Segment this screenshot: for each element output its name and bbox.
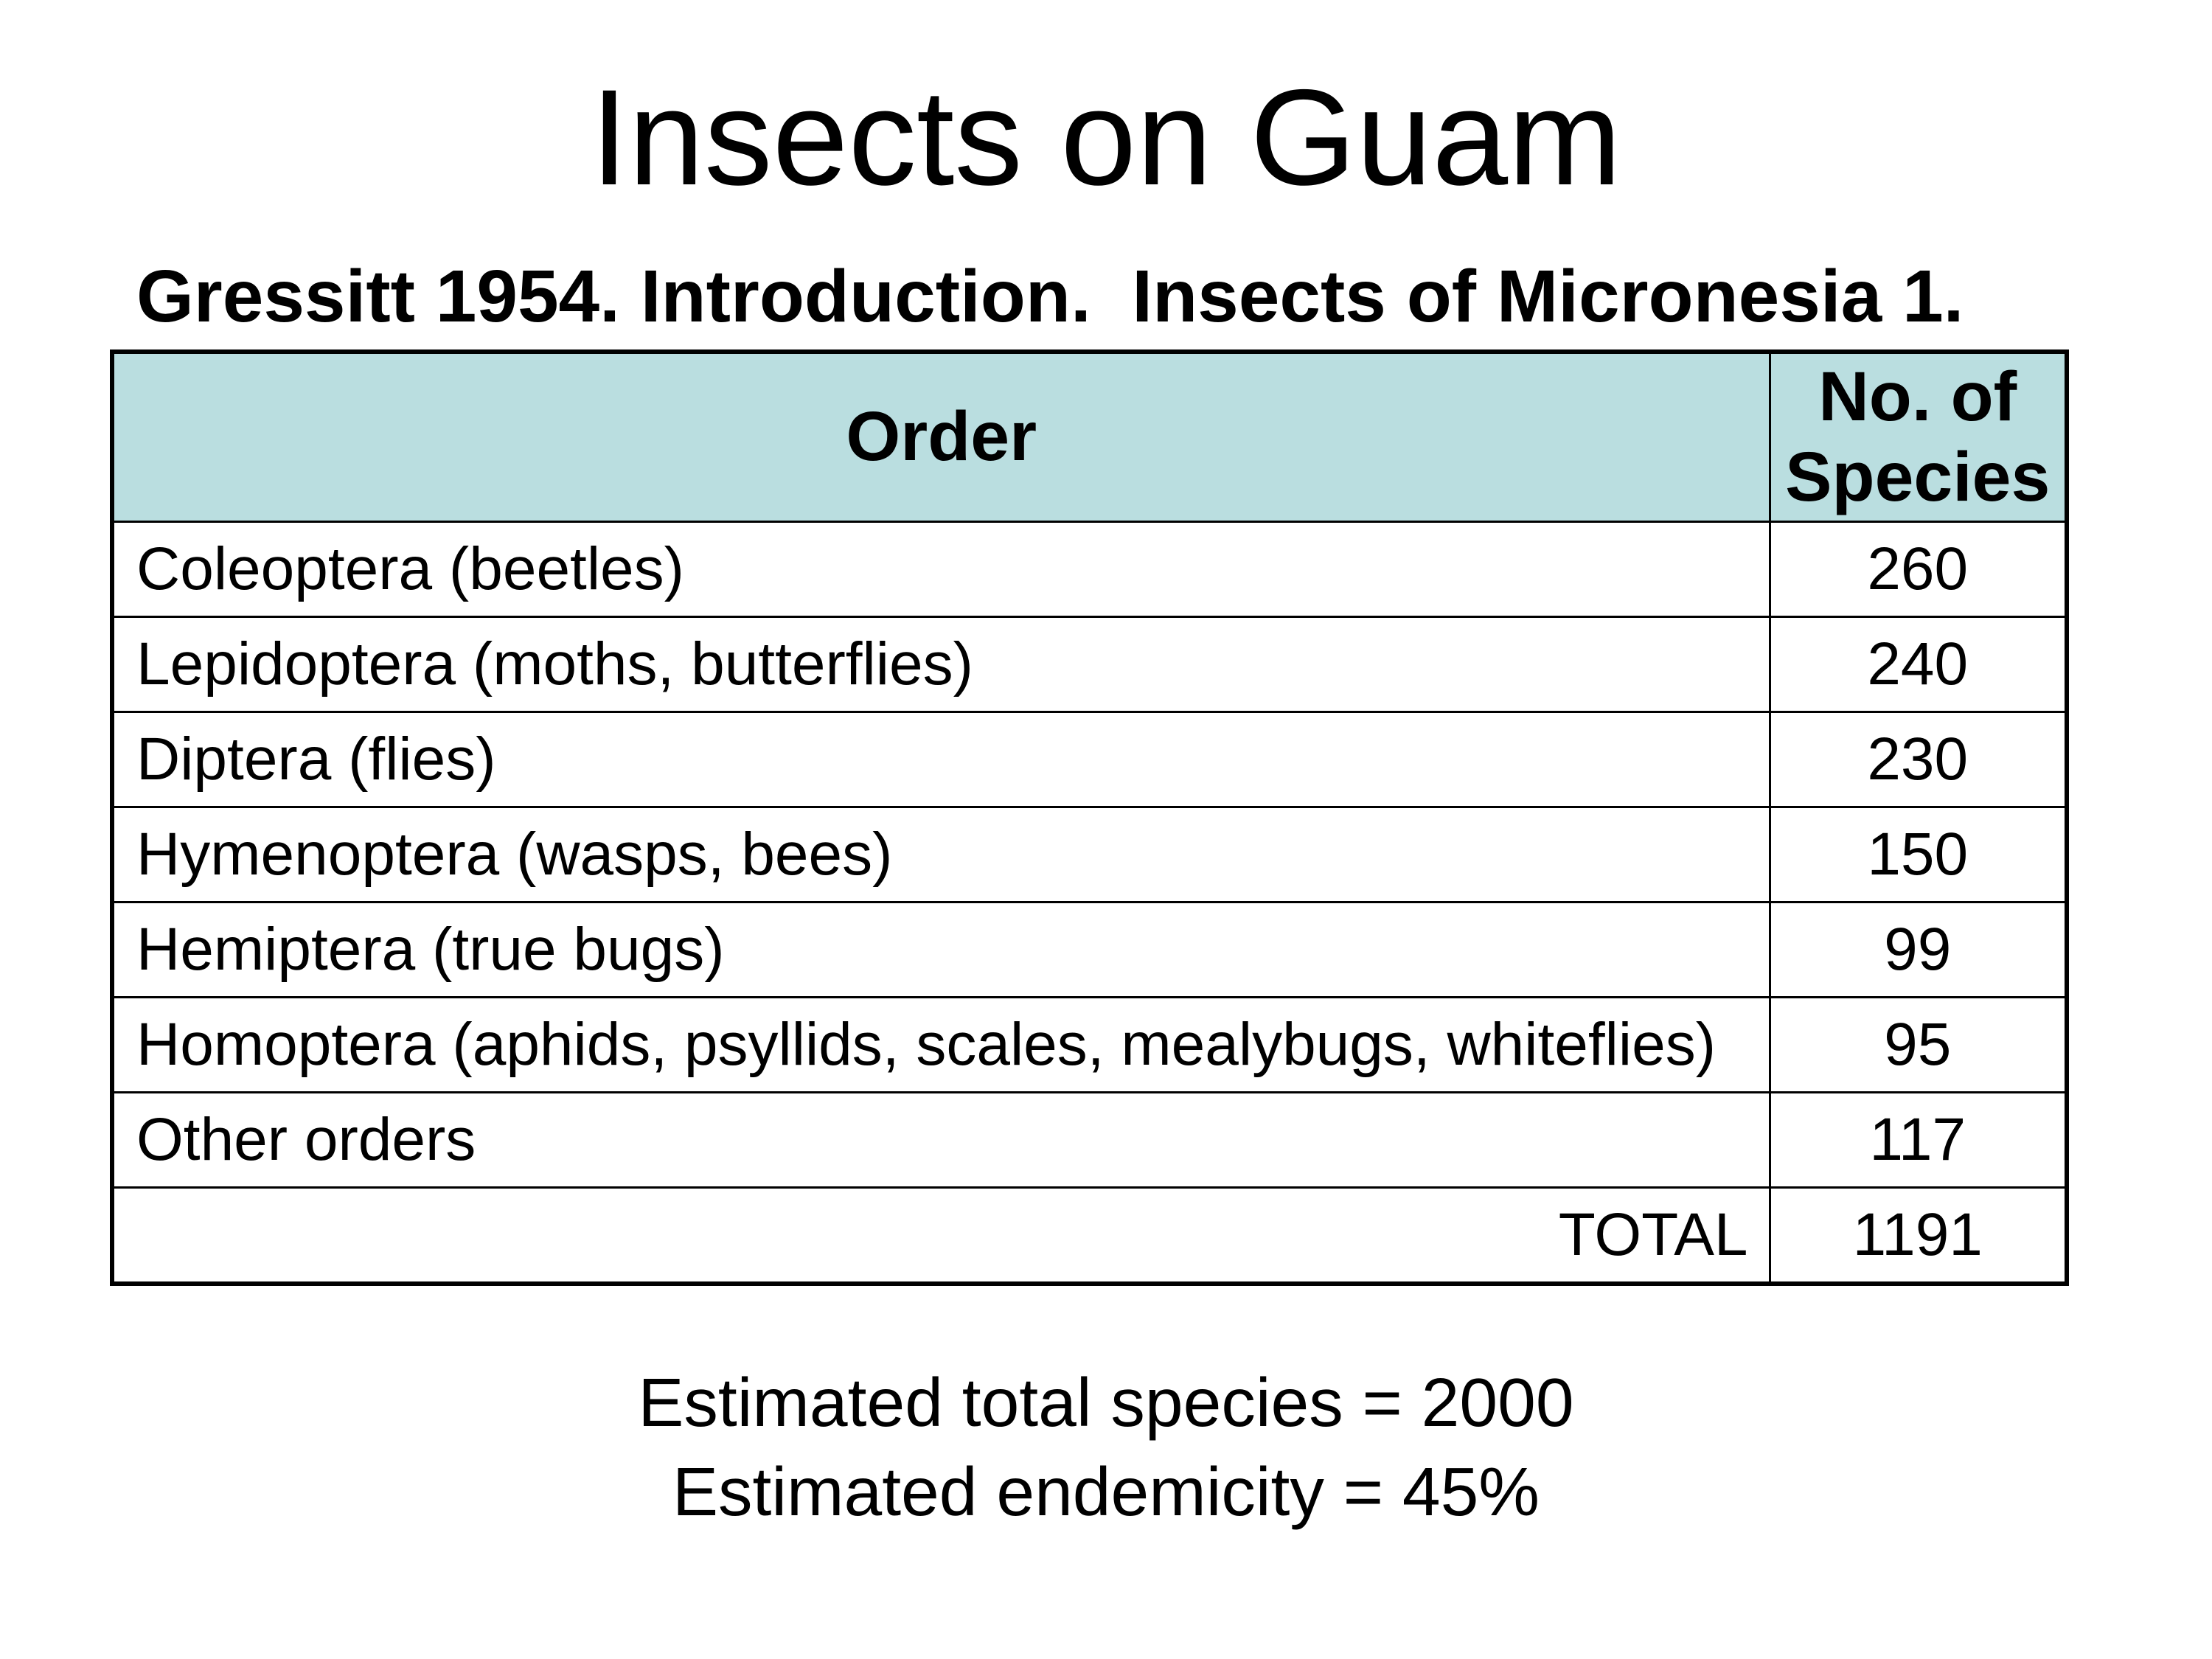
count-cell: 240 — [1768, 616, 2068, 713]
order-cell: Hymenoptera (wasps, bees) — [111, 806, 1771, 903]
order-cell: Coleoptera (beetles) — [111, 521, 1771, 618]
count-cell: 260 — [1768, 521, 2068, 618]
count-cell: 99 — [1768, 901, 2068, 998]
slide-subtitle: Gressitt 1954. Introduction. Insects of … — [136, 255, 1964, 338]
table-row: Hymenoptera (wasps, bees) 150 — [111, 806, 2068, 903]
table-row: Diptera (flies) 230 — [111, 711, 2068, 808]
table-row: Lepidoptera (moths, butterflies) 240 — [111, 616, 2068, 713]
order-cell: Diptera (flies) — [111, 711, 1771, 808]
table-header-species: No. of Species — [1768, 350, 2068, 523]
table-header: Order No. of Species — [111, 350, 2068, 523]
slide-title: Insects on Guam — [590, 62, 1622, 214]
table-row: Hemiptera (true bugs) 99 — [111, 901, 2068, 998]
table-row: Homoptera (aphids, psyllids, scales, mea… — [111, 996, 2068, 1093]
table-total-row: TOTAL 1191 — [111, 1186, 2068, 1285]
count-cell: 230 — [1768, 711, 2068, 808]
table-row: Coleoptera (beetles) 260 — [111, 521, 2068, 618]
total-label: TOTAL — [111, 1186, 1771, 1285]
species-table: Order No. of Species Coleoptera (beetles… — [110, 349, 2069, 1286]
order-cell: Lepidoptera (moths, butterflies) — [111, 616, 1771, 713]
count-cell: 117 — [1768, 1091, 2068, 1189]
table-header-row: Order No. of Species — [111, 350, 2068, 523]
count-cell: 95 — [1768, 996, 2068, 1093]
count-cell: 150 — [1768, 806, 2068, 903]
note-estimated-total-species: Estimated total species = 2000 — [638, 1364, 1574, 1441]
note-estimated-endemicity: Estimated endemicity = 45% — [672, 1453, 1540, 1530]
table-body: Coleoptera (beetles) 260 Lepidoptera (mo… — [111, 521, 2068, 1189]
table-row: Other orders 117 — [111, 1091, 2068, 1189]
total-count: 1191 — [1768, 1186, 2068, 1285]
order-cell: Homoptera (aphids, psyllids, scales, mea… — [111, 996, 1771, 1093]
order-cell: Hemiptera (true bugs) — [111, 901, 1771, 998]
order-cell: Other orders — [111, 1091, 1771, 1189]
table-header-order: Order — [111, 350, 1771, 523]
table-footer: TOTAL 1191 — [111, 1186, 2068, 1285]
notes-block: Estimated total species = 2000 Estimated… — [0, 1358, 2212, 1537]
